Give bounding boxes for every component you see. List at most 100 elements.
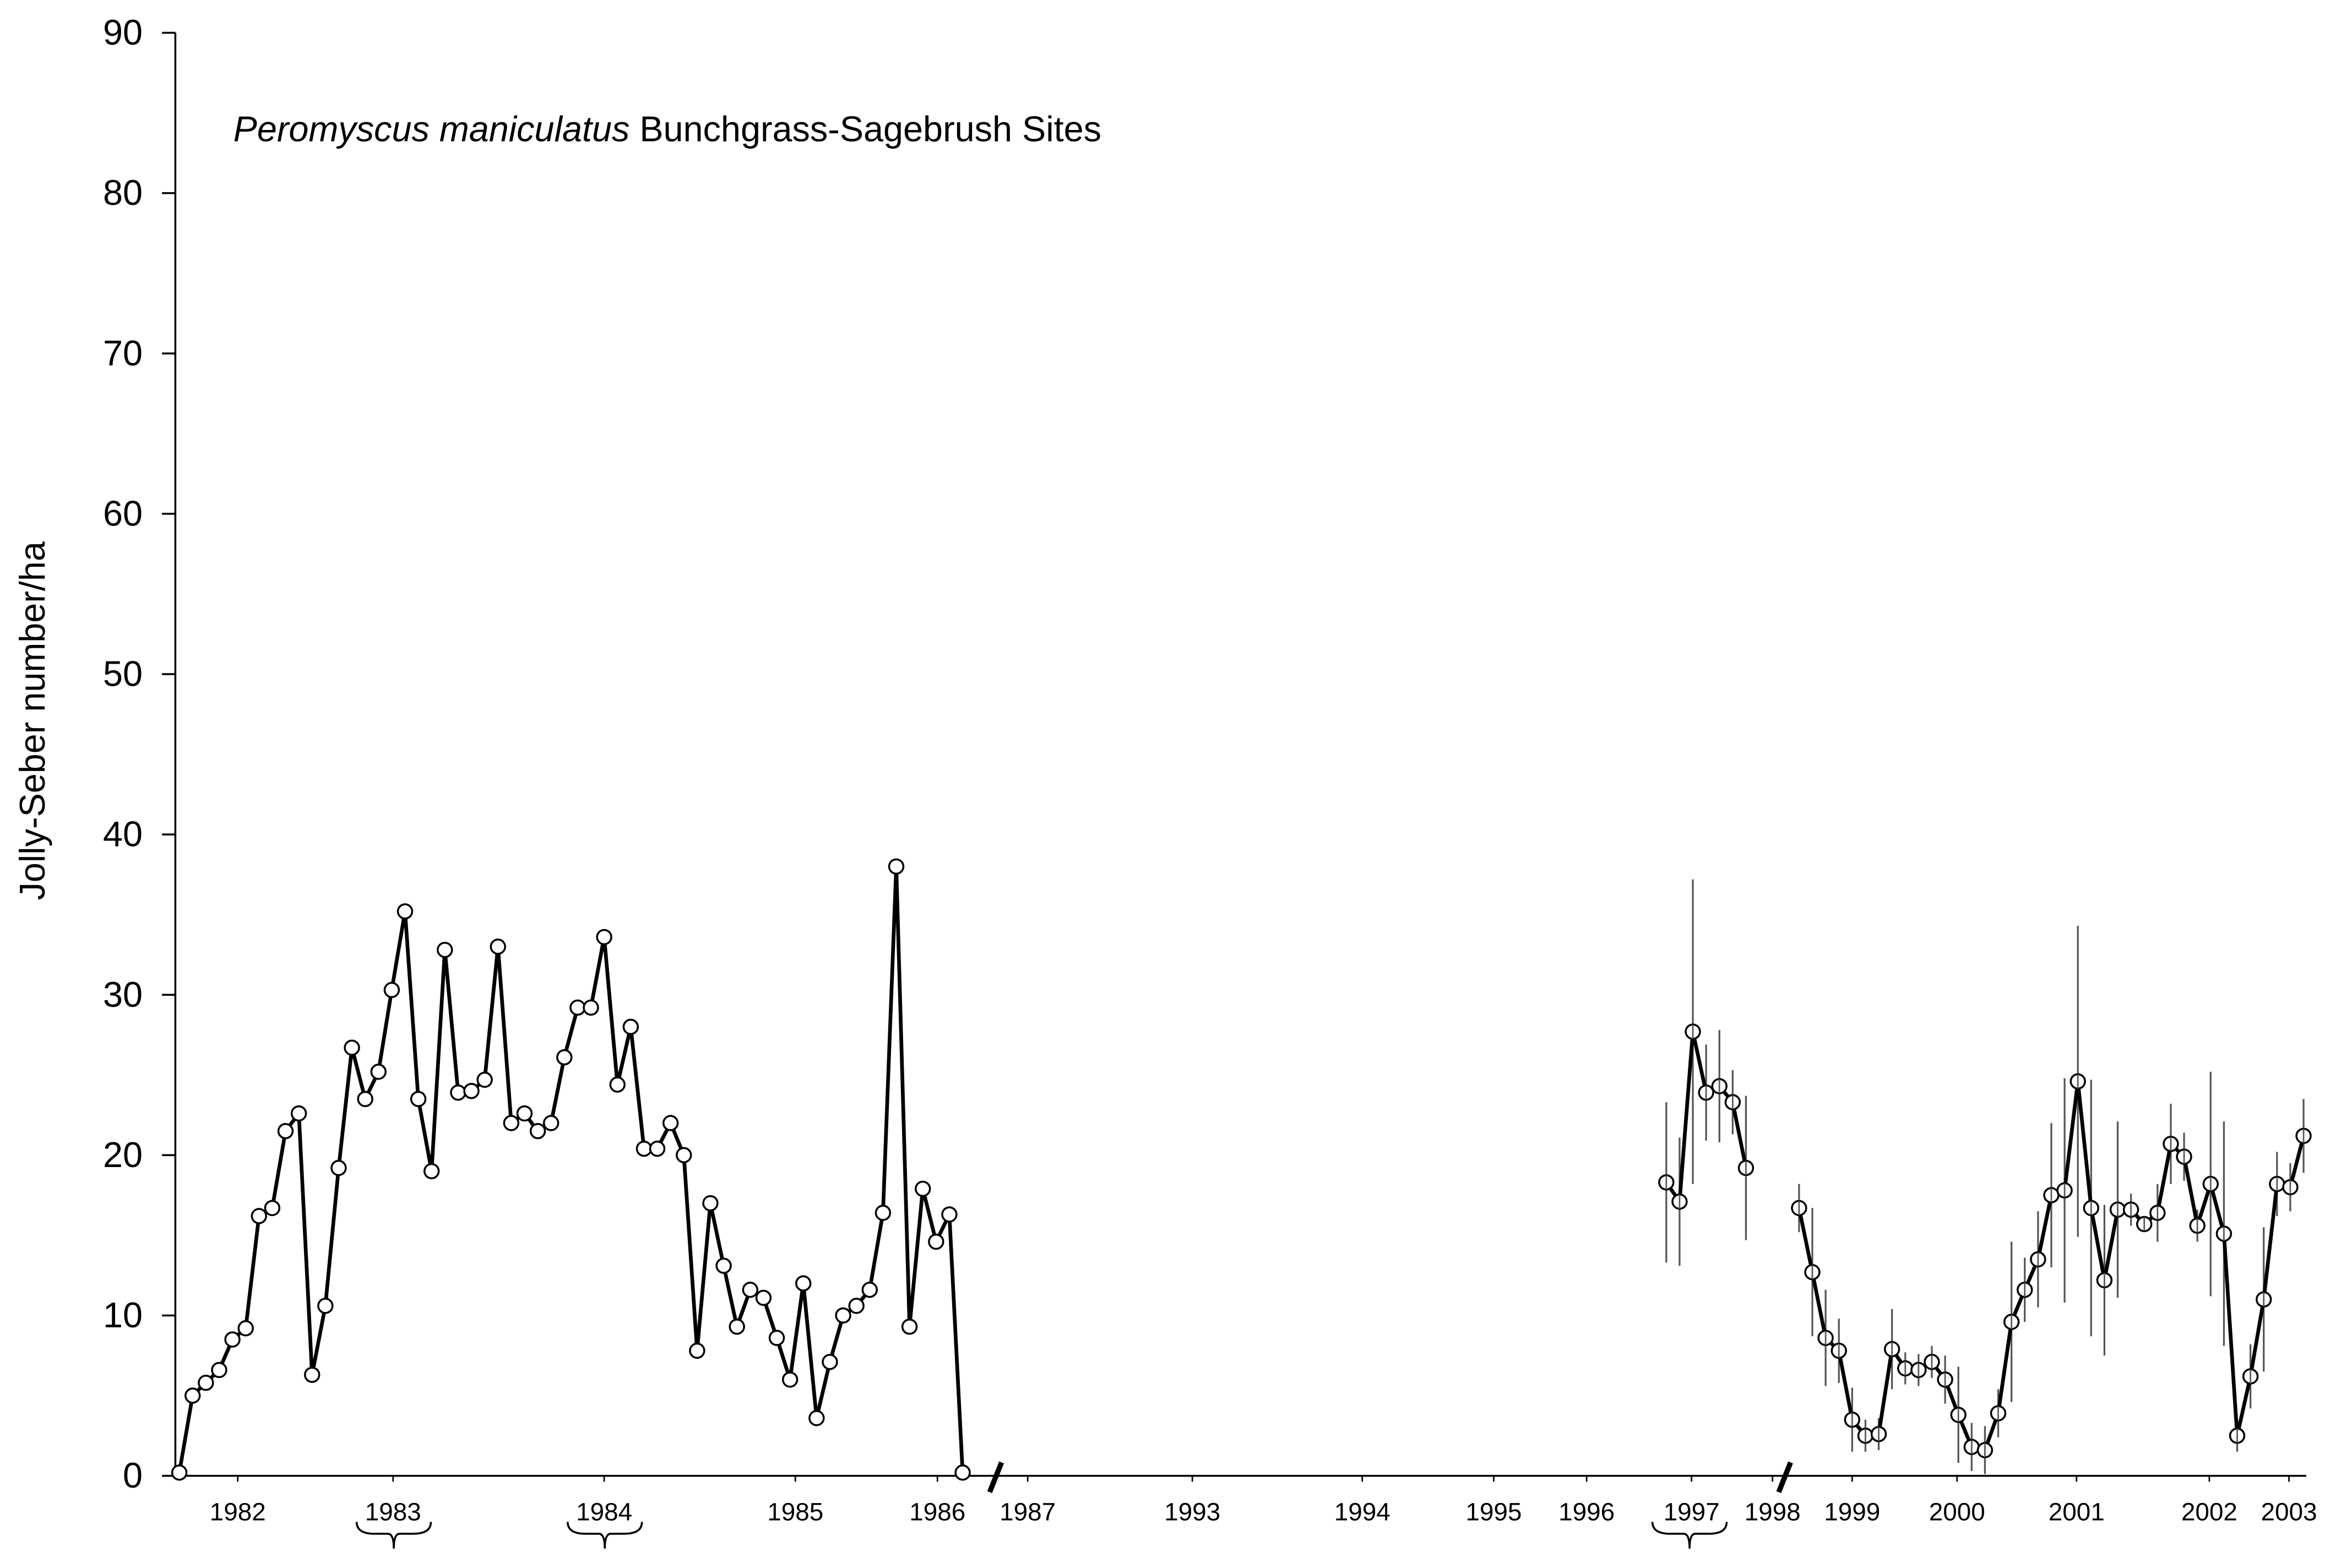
point <box>304 1366 321 1383</box>
point <box>875 1205 892 1221</box>
point <box>237 1320 254 1337</box>
point <box>516 1105 533 1122</box>
y-tick-label: 60 <box>103 493 143 533</box>
point <box>662 1115 679 1131</box>
y-tick-label: 50 <box>103 654 143 694</box>
point <box>954 1464 971 1481</box>
point <box>569 999 586 1016</box>
y-tick-label: 40 <box>103 814 143 854</box>
point <box>676 1147 692 1164</box>
point <box>383 981 400 999</box>
point <box>636 1140 653 1157</box>
point <box>596 929 612 946</box>
x-tick-label: 1982 <box>210 1498 266 1526</box>
point <box>622 1018 639 1035</box>
point <box>729 1319 745 1335</box>
x-tick-label: 1997 <box>1664 1498 1720 1526</box>
title-text: Bunchgrass-Sagebrush Sites <box>639 108 1101 149</box>
point <box>450 1084 466 1101</box>
point <box>317 1298 334 1314</box>
point <box>344 1039 360 1056</box>
point <box>423 1163 440 1180</box>
point <box>649 1140 666 1157</box>
point <box>211 1361 227 1379</box>
point <box>503 1115 520 1131</box>
point <box>795 1275 812 1292</box>
point <box>808 1410 825 1426</box>
point <box>198 1375 214 1391</box>
point <box>437 941 453 958</box>
point <box>848 1298 865 1314</box>
y-tick-label: 30 <box>103 974 143 1014</box>
y-tick-label: 70 <box>103 333 143 373</box>
point <box>609 1076 626 1093</box>
brace <box>355 1522 432 1549</box>
point <box>556 1049 573 1066</box>
point <box>915 1180 931 1197</box>
brace <box>567 1522 643 1549</box>
axis-decorations <box>174 32 2306 1549</box>
x-tick-label: 1993 <box>1164 1498 1220 1526</box>
y-tick-label: 20 <box>103 1135 143 1175</box>
point <box>357 1090 373 1108</box>
point <box>264 1200 281 1217</box>
point <box>463 1083 480 1099</box>
x-tick-label: 1999 <box>1824 1498 1880 1526</box>
point <box>941 1206 958 1223</box>
y-tick-label: 80 <box>103 172 143 213</box>
x-tick-label: 1986 <box>909 1498 965 1526</box>
x-tick-label: 1996 <box>1558 1498 1615 1526</box>
x-tick-label: 1994 <box>1334 1498 1391 1526</box>
point <box>370 1064 387 1080</box>
point <box>861 1282 878 1298</box>
point <box>490 938 506 955</box>
x-tick-label: 1983 <box>365 1498 421 1526</box>
point <box>702 1195 719 1212</box>
species: Peromyscus maniculatus <box>233 108 630 149</box>
brace <box>1651 1522 1728 1549</box>
x-tick-label: 2003 <box>2261 1498 2317 1526</box>
point <box>742 1282 759 1298</box>
point <box>755 1289 772 1306</box>
point <box>277 1122 294 1140</box>
y-tick-label: 90 <box>103 12 143 52</box>
chart-title: Peromyscus maniculatus Bunchgrass-Sagebr… <box>233 108 1101 149</box>
point <box>330 1159 347 1176</box>
x-tick-label: 1987 <box>1000 1498 1056 1526</box>
point <box>822 1354 838 1370</box>
point <box>542 1115 560 1131</box>
point <box>781 1371 799 1388</box>
point <box>689 1342 705 1359</box>
x-tick-label: 1998 <box>1745 1498 1801 1526</box>
point <box>583 999 599 1016</box>
x-tick-label: 1985 <box>767 1498 823 1526</box>
point <box>888 858 905 875</box>
point <box>901 1319 918 1335</box>
point <box>184 1387 201 1404</box>
x-tick-label: 1995 <box>1465 1498 1522 1526</box>
point <box>171 1464 188 1481</box>
point <box>397 903 414 920</box>
x-tick-label: 2000 <box>1929 1498 1985 1526</box>
point <box>290 1105 307 1122</box>
x-tick-label: 2002 <box>2181 1498 2237 1526</box>
point <box>224 1331 241 1348</box>
point <box>476 1071 493 1088</box>
y-axis-label: Jolly-Seber number/ha <box>12 541 52 900</box>
x-tick-label: 1984 <box>576 1498 632 1526</box>
y-tick-label: 10 <box>103 1295 143 1335</box>
line <box>177 864 965 1473</box>
point <box>529 1122 546 1140</box>
point <box>410 1090 427 1108</box>
axis-break <box>987 1461 1004 1494</box>
point <box>251 1208 267 1224</box>
point <box>835 1307 851 1324</box>
y-tick-label: 0 <box>123 1455 143 1495</box>
point <box>715 1257 732 1274</box>
x-tick-label: 2001 <box>2049 1498 2105 1526</box>
point <box>928 1233 944 1250</box>
point <box>768 1330 785 1346</box>
axis-break <box>1776 1461 1793 1494</box>
